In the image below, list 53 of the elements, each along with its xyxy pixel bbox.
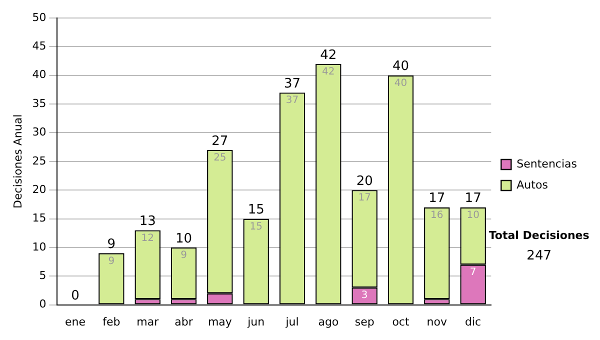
legend-label: Autos [516,178,548,192]
total-label: 10 [175,231,192,246]
x-tick-label: oct [392,315,410,328]
x-tick-label: feb [102,315,120,328]
y-tick-label: 45 [32,40,46,53]
annotation: Total Decisiones [488,228,590,242]
data-label: 3 [361,290,368,302]
data-label: 12 [141,232,154,244]
y-tick-label: 50 [32,10,46,24]
y-tick-label: 30 [32,126,46,139]
y-tick-label: 0 [39,298,46,311]
data-label: 25 [214,152,226,164]
total-label: 40 [392,59,410,74]
total-label: 42 [320,48,337,63]
x-tick-label: dic [465,315,482,328]
x-tick-label: sep [354,315,374,328]
x-tick-label: abr [174,315,194,328]
y-tick-label: 35 [32,96,46,110]
x-tick-label: nov [426,315,448,328]
data-label: 42 [322,66,335,78]
x-tick-label: jul [284,315,299,328]
data-label: 15 [250,221,262,232]
x-tick-label: ene [65,315,86,328]
x-tick-label: may [208,315,232,328]
data-label: 10 [466,210,480,221]
total-label: 20 [356,174,373,189]
data-label: 17 [358,192,371,204]
y-tick-label: 15 [32,212,46,225]
legend-label: Sentencias [516,157,578,170]
y-tick-label: 5 [39,268,46,282]
total-label: 17 [428,191,446,206]
total-label: 17 [464,191,482,206]
data-label: 7 [470,267,476,278]
y-tick-label: 25 [32,154,46,168]
data-label: 9 [108,256,115,267]
total-label: 9 [107,237,116,252]
data-label: 16 [430,210,444,221]
data-label: 37 [286,95,299,106]
x-tick-label: mar [136,315,160,328]
text: 247 [526,248,552,264]
y-tick-label: 10 [32,240,46,254]
data-label: 40 [394,78,408,89]
x-tick-label: ago [318,315,339,328]
total-label: 15 [248,202,264,218]
total-label: 27 [212,134,228,149]
total-label: 0 [71,288,80,304]
x-tick-label: jun [246,315,265,328]
y-tick-label: 20 [32,182,46,196]
total-label: 37 [284,76,301,92]
data-label: 9 [180,250,187,262]
y-tick-label: 40 [32,68,46,82]
total-label: 13 [139,214,156,230]
y-axis-title: Decisiones Anual [11,114,24,208]
